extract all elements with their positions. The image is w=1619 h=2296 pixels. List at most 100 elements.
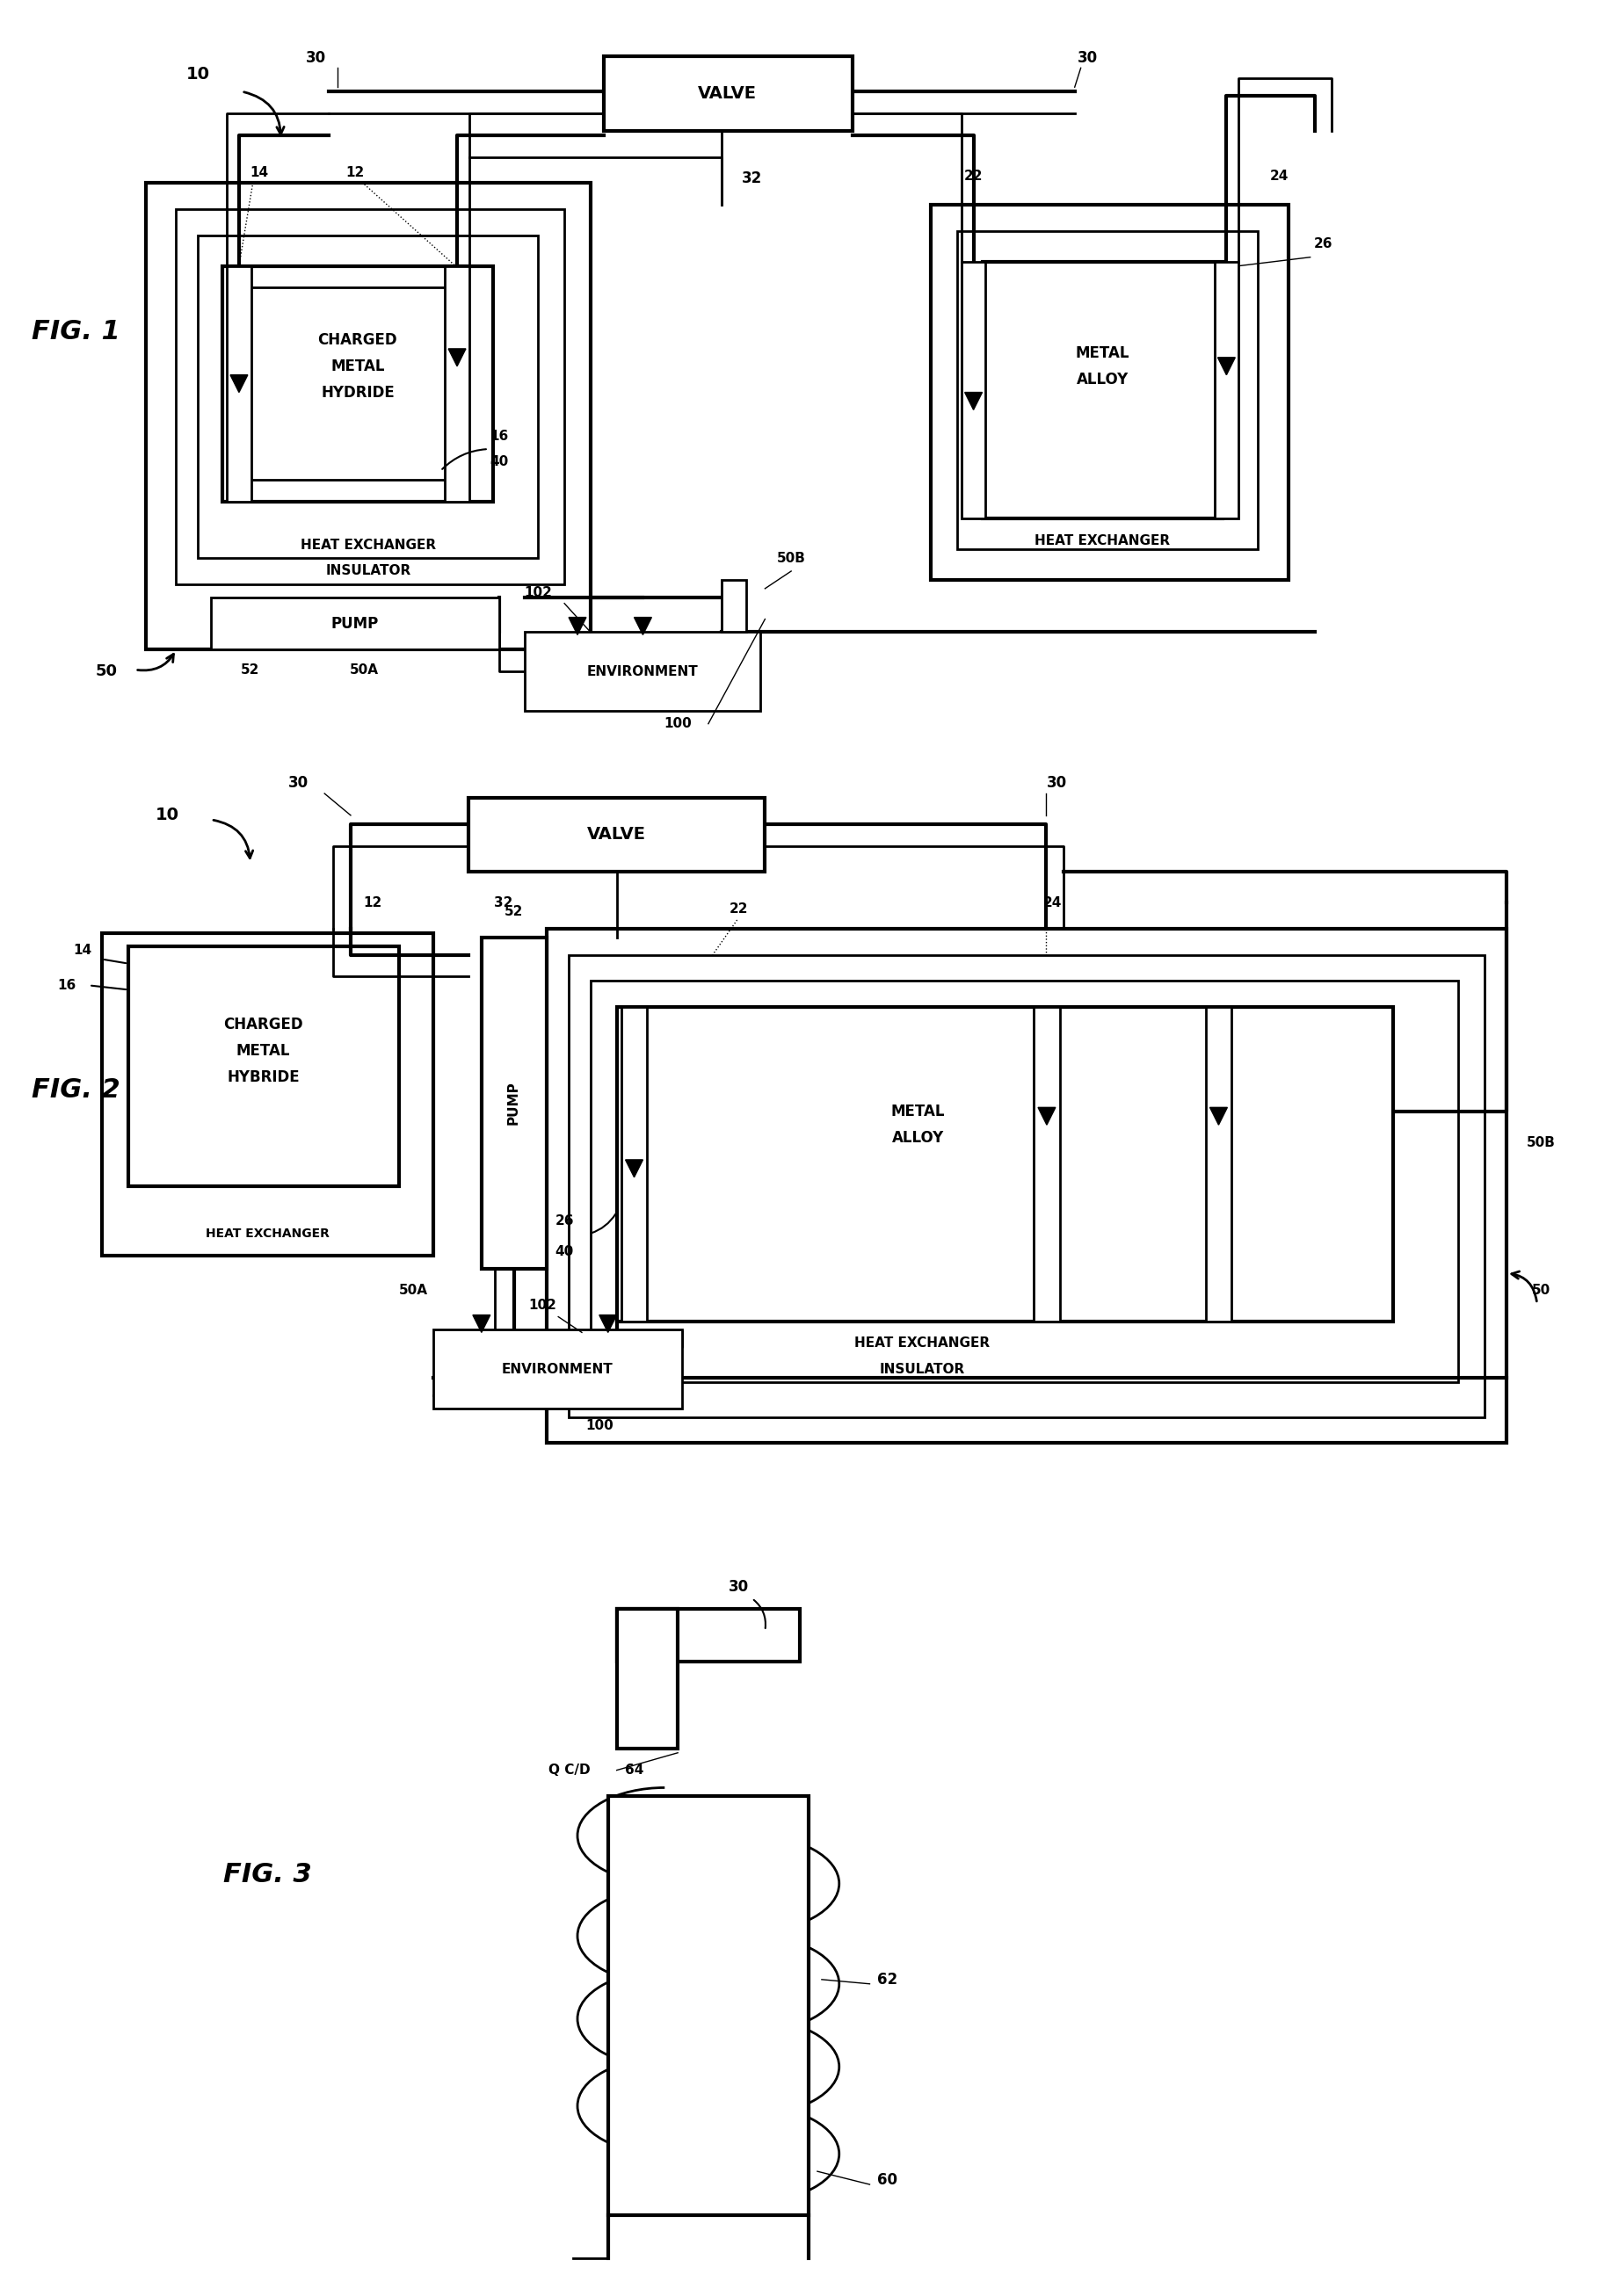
Bar — [1214, 262, 1239, 519]
Bar — [222, 266, 492, 501]
Text: 10: 10 — [155, 806, 180, 824]
Text: ENVIRONMENT: ENVIRONMENT — [502, 1362, 614, 1375]
Text: CHARGED: CHARGED — [317, 333, 398, 349]
Text: 30: 30 — [288, 776, 309, 790]
FancyArrowPatch shape — [138, 654, 173, 670]
FancyArrowPatch shape — [442, 450, 486, 468]
Text: ENVIRONMENT: ENVIRONMENT — [588, 666, 698, 677]
Text: HEAT EXCHANGER: HEAT EXCHANGER — [1035, 535, 1171, 546]
Text: 32: 32 — [494, 895, 513, 909]
Text: PUMP: PUMP — [332, 615, 379, 631]
Bar — [617, 1609, 678, 1750]
Text: 14: 14 — [73, 944, 92, 957]
Polygon shape — [1038, 1107, 1056, 1125]
Polygon shape — [448, 349, 466, 365]
Bar — [568, 955, 1485, 1417]
Polygon shape — [965, 393, 983, 409]
Text: 62: 62 — [877, 1972, 897, 1988]
Polygon shape — [1209, 1107, 1227, 1125]
Text: 40: 40 — [489, 455, 508, 468]
Bar — [622, 1008, 648, 1320]
Bar — [146, 184, 591, 650]
FancyArrowPatch shape — [1512, 1272, 1536, 1302]
Text: FIG. 1: FIG. 1 — [32, 319, 120, 344]
Text: 50B: 50B — [777, 551, 806, 565]
Text: FIG. 3: FIG. 3 — [223, 1862, 312, 1887]
Text: VALVE: VALVE — [698, 85, 758, 101]
Text: VALVE: VALVE — [588, 827, 646, 843]
Text: HEAT EXCHANGER: HEAT EXCHANGER — [301, 537, 436, 551]
Bar — [617, 1609, 800, 1662]
Polygon shape — [599, 1316, 617, 1332]
Text: 100: 100 — [664, 716, 691, 730]
Text: 16: 16 — [58, 978, 76, 992]
Text: 100: 100 — [586, 1419, 614, 1433]
Polygon shape — [625, 1159, 643, 1178]
Text: METAL: METAL — [330, 358, 385, 374]
FancyArrowPatch shape — [91, 985, 126, 990]
Text: 24: 24 — [1271, 170, 1289, 184]
Text: 50: 50 — [1532, 1283, 1551, 1297]
Bar — [931, 204, 1289, 581]
Bar — [434, 1329, 682, 1407]
Bar — [176, 209, 565, 583]
Polygon shape — [1217, 358, 1235, 374]
Text: INSULATOR: INSULATOR — [325, 565, 411, 579]
Text: 50A: 50A — [398, 1283, 427, 1297]
FancyArrowPatch shape — [105, 960, 126, 962]
FancyArrowPatch shape — [754, 1600, 766, 1628]
Text: 102: 102 — [525, 585, 552, 599]
Text: FIG. 2: FIG. 2 — [32, 1077, 120, 1102]
Text: ALLOY: ALLOY — [1077, 372, 1128, 388]
Text: 50A: 50A — [350, 664, 379, 677]
Text: 52: 52 — [241, 664, 259, 677]
Text: 22: 22 — [730, 902, 748, 916]
Text: PUMP: PUMP — [507, 1081, 520, 1125]
Bar — [246, 287, 468, 480]
Bar — [617, 1008, 1392, 1320]
Bar — [102, 932, 434, 1256]
Bar — [468, 799, 766, 872]
Bar — [210, 597, 499, 650]
Text: 30: 30 — [729, 1580, 750, 1596]
Text: 30: 30 — [1078, 51, 1098, 67]
Text: METAL: METAL — [1075, 344, 1130, 360]
Text: 22: 22 — [963, 170, 983, 184]
Bar — [962, 262, 986, 519]
Bar — [957, 232, 1258, 549]
Bar — [591, 980, 1459, 1382]
Text: HYDRIDE: HYDRIDE — [321, 383, 395, 400]
Bar — [128, 946, 398, 1187]
Polygon shape — [230, 374, 248, 393]
Bar — [445, 266, 470, 501]
Polygon shape — [635, 618, 651, 634]
Text: METAL: METAL — [236, 1042, 290, 1058]
Text: 102: 102 — [528, 1300, 557, 1311]
Text: 60: 60 — [877, 2172, 897, 2188]
Bar — [525, 631, 761, 712]
Bar — [1033, 1008, 1060, 1320]
Text: 50: 50 — [96, 664, 118, 680]
Text: 24: 24 — [1044, 895, 1062, 909]
Text: 30: 30 — [306, 51, 325, 67]
Text: 26: 26 — [555, 1215, 573, 1228]
Bar — [983, 262, 1222, 519]
Text: 12: 12 — [363, 895, 382, 909]
Text: Q C/D: Q C/D — [549, 1763, 591, 1777]
Text: 16: 16 — [489, 429, 508, 443]
Text: 52: 52 — [505, 905, 523, 918]
Text: 40: 40 — [555, 1244, 573, 1258]
Bar — [547, 928, 1506, 1444]
Text: HYBRIDE: HYBRIDE — [227, 1070, 300, 1084]
FancyArrowPatch shape — [591, 1215, 615, 1233]
FancyArrowPatch shape — [244, 92, 283, 133]
Bar — [604, 57, 852, 131]
Text: 30: 30 — [1047, 776, 1067, 790]
Text: 14: 14 — [249, 165, 269, 179]
Text: HEAT EXCHANGER: HEAT EXCHANGER — [855, 1336, 989, 1350]
Text: 12: 12 — [346, 165, 364, 179]
Text: INSULATOR: INSULATOR — [879, 1362, 965, 1375]
Polygon shape — [568, 618, 586, 634]
Bar — [609, 1795, 808, 2216]
Text: 32: 32 — [742, 170, 763, 186]
